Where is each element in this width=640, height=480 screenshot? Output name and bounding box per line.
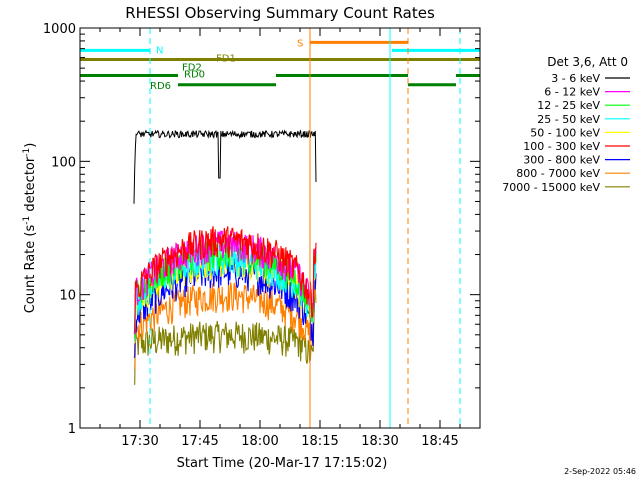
legend-entry-label-1: 3 - 6 keV <box>551 72 600 85</box>
series-line-8 <box>133 278 317 370</box>
y-tick-label-2: 10 <box>59 289 76 304</box>
x-tick-label-4: 18:15 <box>301 434 338 449</box>
legend-entry-label-3: 12 - 25 keV <box>537 99 600 112</box>
axis-ticks-group: 17:30 17:45 18:00 18:15 18:30 18:45 1 10 100 1000 <box>43 22 481 449</box>
x-tick-label-6: 18:45 <box>421 434 458 449</box>
legend-entry-label-7: 300 - 800 keV <box>523 154 600 167</box>
rd6-flag-label: RD6 <box>150 81 171 92</box>
saa-flag-label: S <box>297 38 303 49</box>
series-line-7 <box>133 258 317 358</box>
y-axis-label-sup-2: -1 <box>22 148 32 157</box>
fd2-flag-label: FD2 <box>182 63 202 74</box>
rd0-flag-label: RD0 <box>184 70 205 81</box>
plot-frame <box>79 27 481 429</box>
y-axis-label: Count Rate (s-1 detector-1) <box>22 143 38 314</box>
y-tick-label-4: 1000 <box>43 22 76 37</box>
chart-title: RHESSI Observing Summary Count Rates <box>125 4 435 22</box>
series-line-9 <box>133 296 317 385</box>
legend-entry-label-4: 25 - 50 keV <box>537 113 600 126</box>
series-line-4 <box>133 244 317 342</box>
series-line-6 <box>133 226 317 333</box>
legend-entry-label-9: 7000 - 15000 keV <box>502 181 600 194</box>
x-tick-label-1: 17:30 <box>121 434 158 449</box>
plot-vertical-lines-group <box>79 28 461 428</box>
footer-timestamp: 2-Sep-2022 05:46 <box>564 467 636 476</box>
legend-entry-label-6: 100 - 300 keV <box>523 140 600 153</box>
y-axis-label-part-2: detector <box>23 156 38 216</box>
y-axis-label-part-3: ) <box>23 143 38 148</box>
y-tick-label-3: 100 <box>51 155 76 170</box>
night-flag-label: N <box>156 45 163 56</box>
x-tick-label-3: 18:00 <box>241 434 278 449</box>
plot-series-group <box>133 129 317 385</box>
x-tick-label-5: 18:30 <box>361 434 398 449</box>
y-tick-label-1: 1 <box>68 422 76 437</box>
fd1-flag-label: FD1 <box>216 54 236 65</box>
y-axis-label-sup-1: -1 <box>22 216 32 225</box>
y-axis-label-part-1: Count Rate (s <box>23 225 38 314</box>
legend-header: Det 3,6, Att 0 <box>547 55 628 69</box>
legend-entry-label-8: 800 - 7000 keV <box>516 167 600 180</box>
legend-entry-label-5: 50 - 100 keV <box>530 126 600 139</box>
series-line-1 <box>133 129 317 204</box>
x-tick-label-2: 17:45 <box>181 434 218 449</box>
x-axis-label: Start Time (20-Mar-17 17:15:02) <box>177 456 388 471</box>
legend-entry-label-2: 6 - 12 keV <box>544 86 600 99</box>
